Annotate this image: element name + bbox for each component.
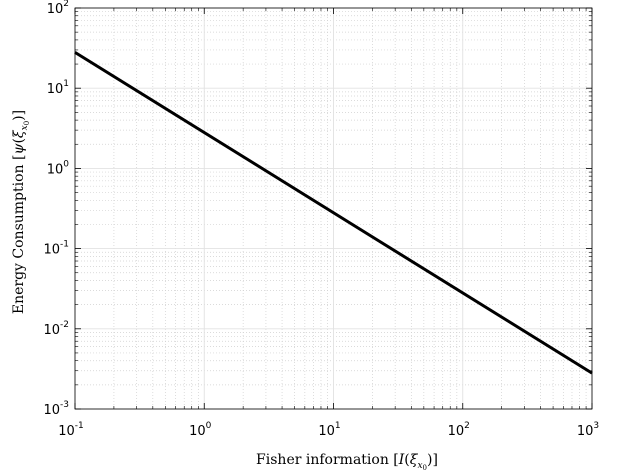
series-line — [74, 51, 593, 375]
x-tick-label: 102 — [448, 421, 470, 439]
y-tick-label: 10-3 — [43, 400, 69, 418]
axis-ticks — [74, 7, 593, 410]
x-tick-labels: 10-1 100 101 102 103 — [58, 421, 599, 439]
y-tick-label: 10-1 — [43, 240, 69, 258]
y-tick-label: 102 — [47, 0, 69, 17]
series-layer — [74, 51, 593, 375]
y-tick-label: 10-2 — [43, 320, 69, 338]
x-tick-label: 103 — [577, 421, 599, 439]
x-axis-title: Fisher information [I(ξx0)] — [256, 452, 438, 471]
y-tick-labels: 10-3 10-2 10-1 100 101 102 — [43, 0, 69, 418]
y-axis-title: Energy Consumption [ψ(ξx0)] — [11, 110, 31, 314]
y-tick-label: 100 — [47, 159, 70, 177]
y-tick-label: 101 — [47, 79, 69, 97]
x-tick-label: 10-1 — [58, 421, 84, 439]
x-tick-label: 101 — [318, 421, 340, 439]
x-tick-label: 100 — [189, 421, 212, 439]
